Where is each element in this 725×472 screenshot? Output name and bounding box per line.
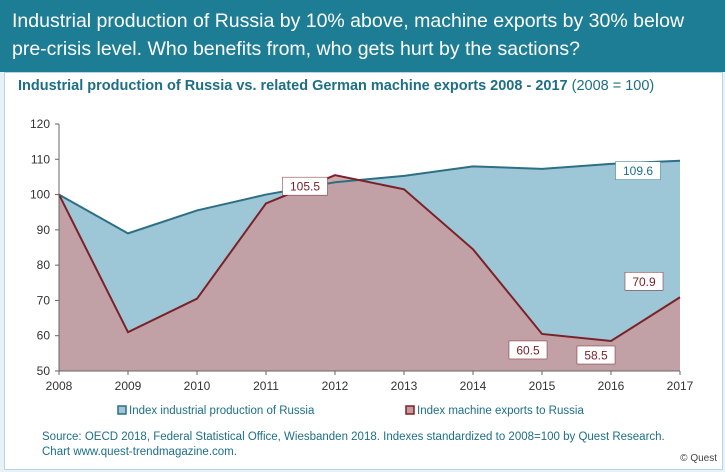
x-tick-label: 2015 <box>529 379 556 393</box>
y-tick-label: 110 <box>31 152 50 166</box>
data-label: 109.6 <box>623 164 653 178</box>
series-line-1 <box>58 174 681 343</box>
chart-title-main: Industrial production of Russia vs. rela… <box>18 78 568 94</box>
x-tick-label: 2010 <box>184 379 211 393</box>
y-tick-label: 70 <box>37 293 51 307</box>
series-line-0 <box>58 159 681 235</box>
legend-swatch-0 <box>117 405 127 415</box>
header-title-line-2: pre-crisis level. Who benefits from, who… <box>12 38 580 60</box>
series-area-1 <box>59 175 680 371</box>
chart-title: Industrial production of Russia vs. rela… <box>18 78 654 94</box>
copyright: © Quest <box>680 453 717 464</box>
legend-swatch-1 <box>405 405 415 415</box>
data-label-box <box>576 345 616 365</box>
x-tick-label: 2012 <box>322 379 349 393</box>
data-label-box <box>508 340 548 360</box>
data-label: 70.9 <box>632 275 656 289</box>
page-header: Industrial production of Russia by 10% a… <box>0 0 725 72</box>
x-tick-label: 2013 <box>391 379 418 393</box>
data-label-box <box>624 272 664 291</box>
x-tick-label: 2008 <box>46 379 73 393</box>
y-tick-label: 50 <box>37 364 51 378</box>
data-label-box <box>615 161 661 180</box>
x-tick-label: 2017 <box>667 379 694 393</box>
y-tick-label: 100 <box>30 188 50 202</box>
data-label: 58.5 <box>584 349 608 363</box>
x-tick-label: 2009 <box>115 379 142 393</box>
source-note: Source: OECD 2018, Federal Statistical O… <box>42 430 665 460</box>
data-label-box <box>282 176 328 196</box>
y-tick-label: 90 <box>37 223 51 237</box>
x-tick-label: 2016 <box>598 379 625 393</box>
legend-label-0: Index industrial production of Russia <box>129 405 315 417</box>
data-label: 105.5 <box>290 180 320 194</box>
source-line-2: Chart www.quest-trendmagazine.com. <box>42 446 237 458</box>
legend-label-1: Index machine exports to Russia <box>417 405 584 417</box>
header-title-line-1: Industrial production of Russia by 10% a… <box>12 10 685 32</box>
x-tick-label: 2011 <box>253 379 279 393</box>
y-tick-label: 80 <box>37 258 51 272</box>
y-tick-label: 120 <box>30 117 50 131</box>
x-tick-label: 2014 <box>460 379 487 393</box>
source-line-1: Source: OECD 2018, Federal Statistical O… <box>42 431 665 443</box>
data-label: 60.5 <box>516 343 540 357</box>
y-tick-label: 60 <box>37 329 51 343</box>
chart-title-sub: (2008 = 100) <box>571 78 655 94</box>
